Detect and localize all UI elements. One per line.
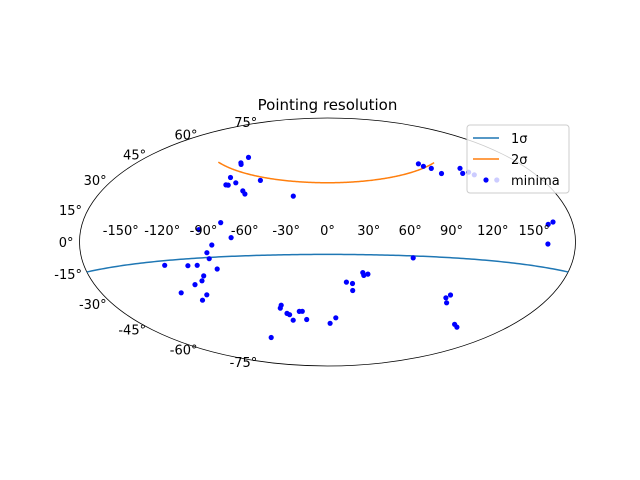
minima-point	[444, 300, 450, 306]
minima-point	[201, 273, 207, 279]
minima-point	[365, 271, 371, 277]
chart-title: Pointing resolution	[258, 96, 398, 114]
lon-tick-label: -120°	[144, 224, 180, 239]
minima-point	[228, 235, 234, 241]
series-line-1sigma	[86, 253, 569, 273]
lon-tick-label: -30°	[272, 224, 300, 239]
lat-tick-label: -45°	[118, 324, 146, 339]
minima-point	[194, 262, 200, 268]
minima-point	[410, 255, 416, 261]
legend-entry: 1σ	[473, 132, 528, 147]
minima-point	[204, 250, 210, 256]
lat-tick-label: 45°	[123, 148, 146, 163]
minima-point	[290, 193, 296, 199]
lat-tick-label: -75°	[230, 356, 258, 371]
lon-tick-label: -90°	[190, 224, 218, 239]
minima-point	[361, 272, 367, 278]
minima-point	[199, 297, 206, 303]
lat-tick-label: 60°	[174, 129, 197, 144]
minima-point	[415, 161, 421, 167]
minima-point	[545, 221, 551, 227]
minima-point	[268, 334, 274, 341]
minima-point	[438, 170, 445, 177]
lat-tick-label: 75°	[234, 116, 257, 131]
lon-tick-label: 60°	[399, 224, 422, 239]
minima-point	[460, 170, 466, 176]
minima-point	[209, 242, 215, 248]
minima-point	[349, 280, 356, 287]
minima-point	[227, 174, 234, 181]
minima-point	[196, 227, 202, 233]
minima-point	[287, 312, 293, 318]
minima-point	[290, 317, 296, 323]
lat-tick-label: -15°	[54, 268, 82, 283]
lon-tick-label: 30°	[357, 224, 380, 239]
minima-point	[245, 154, 252, 160]
minima-point	[545, 241, 551, 247]
minima-point	[192, 282, 198, 288]
lon-tick-label: -150°	[103, 224, 139, 239]
minima-point	[420, 163, 426, 169]
legend: 1σ 2σ minima	[466, 124, 570, 194]
minima-point	[204, 292, 210, 298]
legend-marker-swatch	[483, 177, 489, 183]
minima-point	[428, 165, 434, 171]
minima-point	[457, 165, 463, 171]
minima-point	[454, 324, 460, 330]
lon-tick-label: -60°	[231, 224, 259, 239]
minima-point	[162, 262, 168, 268]
legend-label: minima	[511, 174, 560, 189]
minima-point	[206, 256, 212, 262]
minima-point	[333, 315, 339, 321]
map-boundary	[79, 117, 576, 367]
minima-point	[242, 191, 248, 197]
minima-point	[550, 219, 556, 225]
minima-point	[199, 278, 205, 284]
minima-point	[443, 295, 449, 301]
minima-point	[223, 182, 229, 188]
legend-label: 1σ	[511, 132, 528, 147]
minima-point	[327, 320, 333, 326]
lat-tick-label: 0°	[59, 236, 74, 251]
minima-point	[218, 220, 224, 226]
lon-tick-label: 150°	[519, 224, 550, 239]
minima-point	[350, 287, 356, 294]
legend-entry: minima	[483, 174, 560, 189]
minima-point	[257, 177, 263, 183]
lon-tick-label: 90°	[440, 224, 463, 239]
minima-point	[238, 161, 244, 167]
lon-tick-label: 0°	[320, 224, 335, 239]
legend-label: 2σ	[511, 153, 528, 168]
legend-box	[466, 124, 570, 194]
minima-point	[304, 316, 310, 323]
lat-tick-label: 15°	[59, 204, 82, 219]
lat-tick-label: -30°	[79, 298, 107, 313]
lat-tick-label: -60°	[170, 343, 198, 358]
minima-point	[278, 302, 284, 308]
lon-tick-label: 120°	[477, 224, 508, 239]
series-line-2sigma	[217, 161, 435, 184]
minima-point	[178, 290, 184, 296]
minima-point	[185, 263, 191, 269]
minima-point	[214, 266, 220, 272]
legend-entry: 2σ	[473, 153, 528, 168]
minima-point	[299, 308, 305, 314]
minima-point	[343, 279, 349, 285]
minima-point	[447, 292, 454, 298]
lat-tick-label: 30°	[84, 174, 107, 189]
minima-point	[233, 180, 239, 186]
